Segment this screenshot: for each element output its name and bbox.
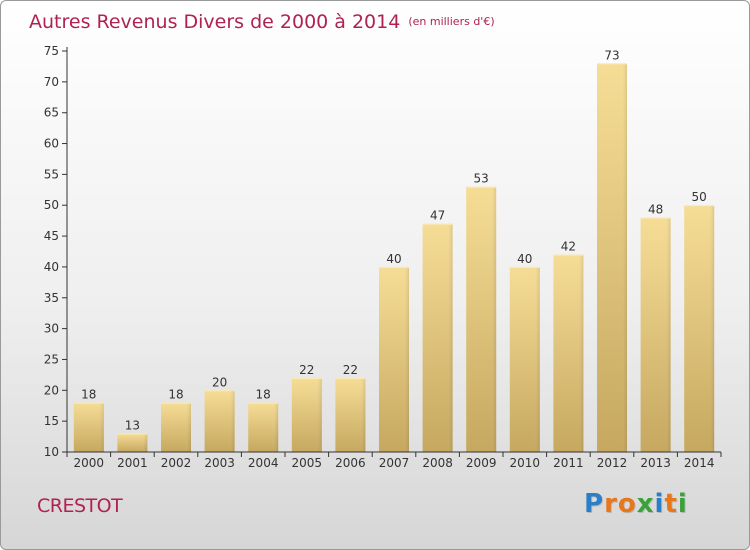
x-tick-label: 2001 <box>117 456 148 470</box>
chart-title: Autres Revenus Divers de 2000 à 2014 (en … <box>29 11 495 33</box>
data-label: 22 <box>343 363 358 377</box>
x-tick-label: 2008 <box>422 456 453 470</box>
logo-letter: P <box>584 489 605 519</box>
data-label: 73 <box>604 48 619 62</box>
bar-shade <box>509 266 540 452</box>
logo-letter: r <box>604 489 618 519</box>
y-tick-label: 50 <box>44 198 59 212</box>
data-label: 18 <box>81 388 96 402</box>
x-tick-label: 2003 <box>204 456 235 470</box>
commune-name: CRESTOT <box>37 495 123 517</box>
y-tick-label: 30 <box>44 322 59 336</box>
x-tick-label: 2009 <box>466 456 497 470</box>
data-label: 48 <box>648 203 663 217</box>
x-tick-label: 2010 <box>510 456 541 470</box>
y-tick-label: 70 <box>44 75 59 89</box>
x-tick-label: 2014 <box>684 456 715 470</box>
bar-shade <box>335 377 366 452</box>
y-tick-label: 65 <box>44 106 59 120</box>
x-tick-label: 2011 <box>553 456 584 470</box>
logo-letter: x <box>636 489 655 519</box>
data-label: 50 <box>692 190 707 204</box>
bar-shade <box>161 402 191 452</box>
logo-letter: i <box>677 489 688 519</box>
data-label: 40 <box>517 252 532 266</box>
bar-shade <box>291 377 322 452</box>
title-unit: (en milliers d'€) <box>408 15 495 28</box>
bar-shade <box>204 390 235 452</box>
data-label: 53 <box>474 172 489 186</box>
y-tick-label: 10 <box>44 445 59 459</box>
bar-shade <box>640 217 671 452</box>
logo-letter: o <box>617 489 637 519</box>
data-label: 18 <box>168 388 183 402</box>
x-tick-label: 2004 <box>248 456 279 470</box>
bar-shade <box>117 433 148 452</box>
y-axis: 10 15 20 25 30 35 40 45 50 55 60 65 70 75 <box>44 44 68 459</box>
y-tick-label: 35 <box>44 291 59 305</box>
data-label: 18 <box>256 388 271 402</box>
x-tick-label: 2012 <box>597 456 628 470</box>
bar-shade <box>379 266 409 452</box>
data-label: 13 <box>125 418 140 432</box>
bar-shade <box>597 63 627 452</box>
bar-shade <box>248 402 279 452</box>
bar-shade <box>422 223 453 452</box>
y-tick-label: 45 <box>44 229 59 243</box>
x-tick-label: 2006 <box>335 456 366 470</box>
data-label: 20 <box>212 375 227 389</box>
y-tick-label: 15 <box>44 414 59 428</box>
y-tick-label: 75 <box>44 44 59 58</box>
data-label: 42 <box>561 240 576 254</box>
data-label: 40 <box>386 252 401 266</box>
bars: 18 13 18 20 18 22 22 40 47 53 40 42 73 48 50 <box>73 48 715 452</box>
bar-shade <box>553 254 584 452</box>
y-tick-label: 55 <box>44 167 59 181</box>
y-tick-label: 20 <box>44 383 59 397</box>
logo-letter: i <box>654 489 665 519</box>
proxiti-logo[interactable]: Proxiti <box>584 489 688 519</box>
logo-letter: t <box>664 489 678 519</box>
x-tick-label: 2000 <box>74 456 105 470</box>
title-text: Autres Revenus Divers de 2000 à 2014 <box>29 11 401 33</box>
bar-shade <box>73 402 104 452</box>
y-tick-label: 25 <box>44 352 59 366</box>
data-label: 22 <box>299 363 314 377</box>
x-tick-label: 2007 <box>379 456 410 470</box>
x-tick-label: 2002 <box>161 456 192 470</box>
bar-shade <box>466 186 497 452</box>
x-axis: 2000 2001 2002 2003 2004 2005 2006 2007 2008 2009… <box>66 451 722 470</box>
x-tick-label: 2013 <box>640 456 671 470</box>
y-tick-label: 60 <box>44 137 59 151</box>
data-label: 47 <box>430 209 445 223</box>
y-tick-label: 40 <box>44 260 59 274</box>
bar-shade <box>684 205 715 452</box>
x-tick-label: 2005 <box>292 456 323 470</box>
